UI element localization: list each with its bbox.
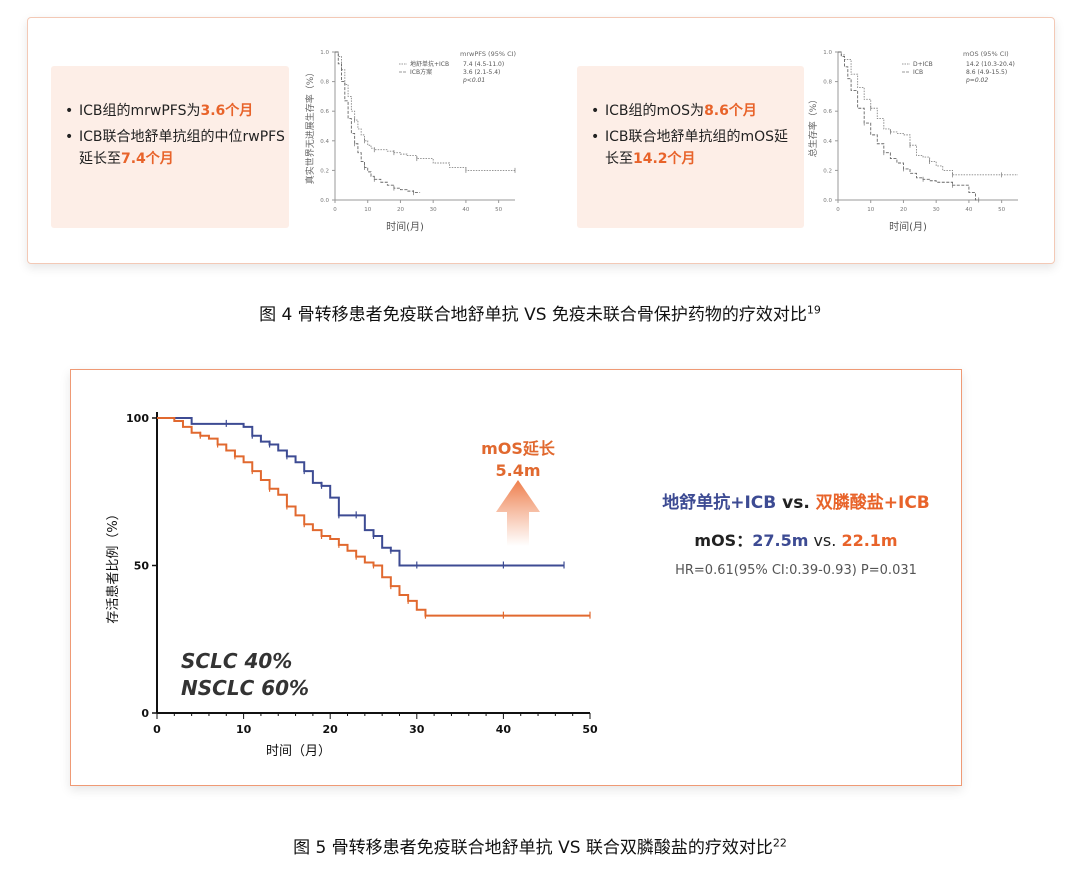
y-tick-label: 0.6 xyxy=(823,109,832,115)
figure5-legend: 地舒单抗+ICB vs. 双膦酸盐+ICB mOS：27.5m vs. 22.1… xyxy=(646,488,946,578)
legend-value: 8.6 (4.9-15.5) xyxy=(966,69,1007,76)
legend-name: D+ICB xyxy=(913,61,933,68)
x-tick-label: 10 xyxy=(867,207,874,213)
y-tick-label: 0.0 xyxy=(320,198,329,204)
y-axis-label: 总生存率（%） xyxy=(807,95,819,158)
x-tick-label: 30 xyxy=(430,207,437,213)
legend-name: 地舒单抗+ICB xyxy=(410,60,449,68)
figure5-caption: 图 5 骨转移患者免疫联合地舒单抗 VS 联合双膦酸盐的疗效对比22 xyxy=(293,836,787,858)
legend-stats: HR=0.61(95% CI:0.39-0.93) P=0.031 xyxy=(675,563,917,578)
figure4-panel: ICB组的mrwPFS为3.6个月 ICB联合地舒单抗组的中位rwPFS延长至7… xyxy=(27,17,1055,264)
legend-value: 7.4 (4.5-11.0) xyxy=(463,61,504,68)
x-tick-label: 40 xyxy=(965,207,972,213)
x-tick-label: 20 xyxy=(323,723,339,736)
x-tick-label: 50 xyxy=(495,207,502,213)
bullet-item: ICB联合地舒单抗组的中位rwPFS延长至7.4个月 xyxy=(65,126,285,170)
figure5-panel: 0 50 100 0 10 20 30 40 50 时间（月） 存活患者比例（%） mOS延长 5.4m… xyxy=(70,369,962,786)
legend-value: 3.6 (2.1-5.4) xyxy=(463,69,500,76)
legend-value: 14.2 (10.3-20.4) xyxy=(966,61,1015,68)
x-tick-label: 20 xyxy=(397,207,404,213)
left-bullet-box: ICB组的mrwPFS为3.6个月 ICB联合地舒单抗组的中位rwPFS延长至7… xyxy=(51,66,289,228)
x-tick-label: 40 xyxy=(496,723,512,736)
x-tick-label: 30 xyxy=(933,207,940,213)
y-tick-label: 0.0 xyxy=(823,198,832,204)
x-tick-label: 0 xyxy=(836,207,840,213)
x-tick-label: 50 xyxy=(998,207,1005,213)
x-tick-label: 30 xyxy=(409,723,425,736)
y-tick-label: 0 xyxy=(141,707,149,720)
x-tick-label: 40 xyxy=(462,207,469,213)
bullet-item: ICB组的mOS为8.6个月 xyxy=(591,100,800,122)
bullet-item: ICB联合地舒单抗组的mOS延长至14.2个月 xyxy=(591,126,800,170)
x-tick-label: 10 xyxy=(364,207,371,213)
subgroup-nsclc: NSCLC 60% xyxy=(181,676,309,700)
y-tick-label: 0.4 xyxy=(320,139,329,145)
figure4-caption: 图 4 骨转移患者免疫联合地舒单抗 VS 免疫未联合骨保护药物的疗效对比19 xyxy=(259,303,821,325)
legend-name: ICB xyxy=(913,69,923,76)
series-line-ICB xyxy=(838,51,979,201)
x-tick-label: 0 xyxy=(153,723,161,736)
y-tick-label: 0.8 xyxy=(823,80,832,86)
legend-title: mOS (95% CI) xyxy=(963,50,1009,58)
y-tick-label: 50 xyxy=(134,560,150,573)
km-chart-left: 0.0 0.2 0.4 0.6 0.8 1.0 0 10 20 30 40 50 时间(月) 真实世界无进… xyxy=(304,50,516,233)
x-tick-label: 20 xyxy=(900,207,907,213)
x-axis-label: 时间(月) xyxy=(386,220,424,233)
y-axis-label: 真实世界无进展生存率（%） xyxy=(304,68,316,185)
y-tick-label: 100 xyxy=(126,412,149,425)
y-tick-label: 0.2 xyxy=(320,168,329,174)
series-line-ICB方案 xyxy=(335,51,421,194)
p-value: p<0.01 xyxy=(462,77,485,84)
x-tick-label: 50 xyxy=(582,723,598,736)
y-axis-label: 存活患者比例（%） xyxy=(106,507,121,623)
y-tick-label: 0.2 xyxy=(823,168,832,174)
bullet-item: ICB组的mrwPFS为3.6个月 xyxy=(65,100,285,122)
y-tick-label: 0.8 xyxy=(320,80,329,86)
series-line-地舒单抗+ICB xyxy=(335,51,515,171)
series-line-D+ICB xyxy=(838,51,1018,176)
annotation-line1: mOS延长 xyxy=(481,439,556,458)
x-axis-label: 时间(月) xyxy=(889,220,927,233)
p-value: p=0.02 xyxy=(965,77,988,84)
subgroup-sclc: SCLC 40% xyxy=(181,649,292,673)
y-tick-label: 0.6 xyxy=(320,109,329,115)
x-axis-label: 时间（月） xyxy=(266,744,331,759)
km-chart-right: 0.0 0.2 0.4 0.6 0.8 1.0 0 10 20 30 40 50 时间(月) 总生存率（%… xyxy=(807,50,1018,233)
right-bullet-list: ICB组的mOS为8.6个月 ICB联合地舒单抗组的mOS延长至14.2个月 xyxy=(579,100,800,174)
y-tick-label: 1.0 xyxy=(823,50,832,56)
legend-name: ICB方案 xyxy=(410,68,432,76)
right-bullet-box: ICB组的mOS为8.6个月 ICB联合地舒单抗组的mOS延长至14.2个月 xyxy=(577,66,804,228)
x-tick-label: 10 xyxy=(236,723,252,736)
km-chart-main: 0 50 100 0 10 20 30 40 50 时间（月） 存活患者比例（%） mOS延长 5.4m… xyxy=(106,412,598,759)
annotation-line2: 5.4m xyxy=(495,461,540,480)
legend-mos: mOS：27.5m vs. 22.1m xyxy=(694,531,898,550)
legend-title: mrwPFS (95% CI) xyxy=(460,50,516,58)
x-tick-label: 0 xyxy=(333,207,337,213)
y-tick-label: 1.0 xyxy=(320,50,329,56)
arrow-up-icon xyxy=(496,480,540,546)
left-bullet-list: ICB组的mrwPFS为3.6个月 ICB联合地舒单抗组的中位rwPFS延长至7… xyxy=(53,100,285,174)
legend-title: 地舒单抗+ICB vs. 双膦酸盐+ICB xyxy=(662,493,930,513)
y-tick-label: 0.4 xyxy=(823,139,832,145)
